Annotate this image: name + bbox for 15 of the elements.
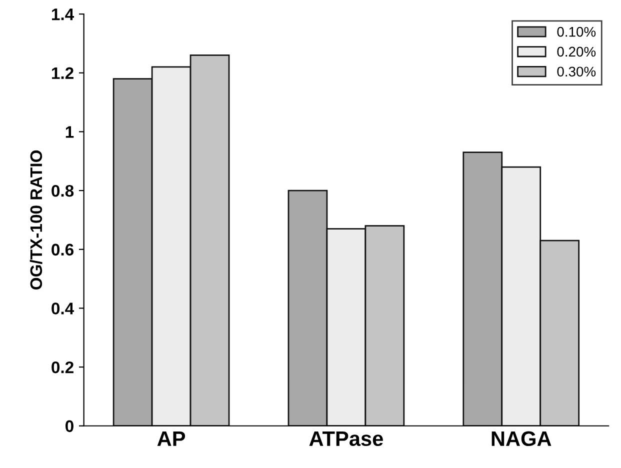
x-tick-label: AP	[157, 432, 186, 446]
y-tick-label: 0.8	[52, 184, 74, 197]
y-axis-title: OG/TX-100 RATIO	[30, 150, 42, 290]
y-tick-label: 1.2	[52, 67, 74, 79]
y-tick-label: 0	[66, 420, 74, 432]
y-tick-label: 0.4	[52, 302, 74, 314]
y-tick-label: 0.6	[52, 244, 74, 256]
y-tick-label: 0.2	[52, 361, 74, 374]
y-tick-label: 1.4	[52, 8, 74, 20]
x-tick-label: NAGA	[492, 431, 552, 446]
y-tick-label: 1	[66, 126, 74, 138]
legend-label: 0.10%	[557, 26, 596, 37]
legend-label: 0.30%	[557, 66, 596, 77]
legend-label: 0.20%	[557, 46, 596, 57]
x-tick-label: ATPase	[309, 432, 383, 446]
